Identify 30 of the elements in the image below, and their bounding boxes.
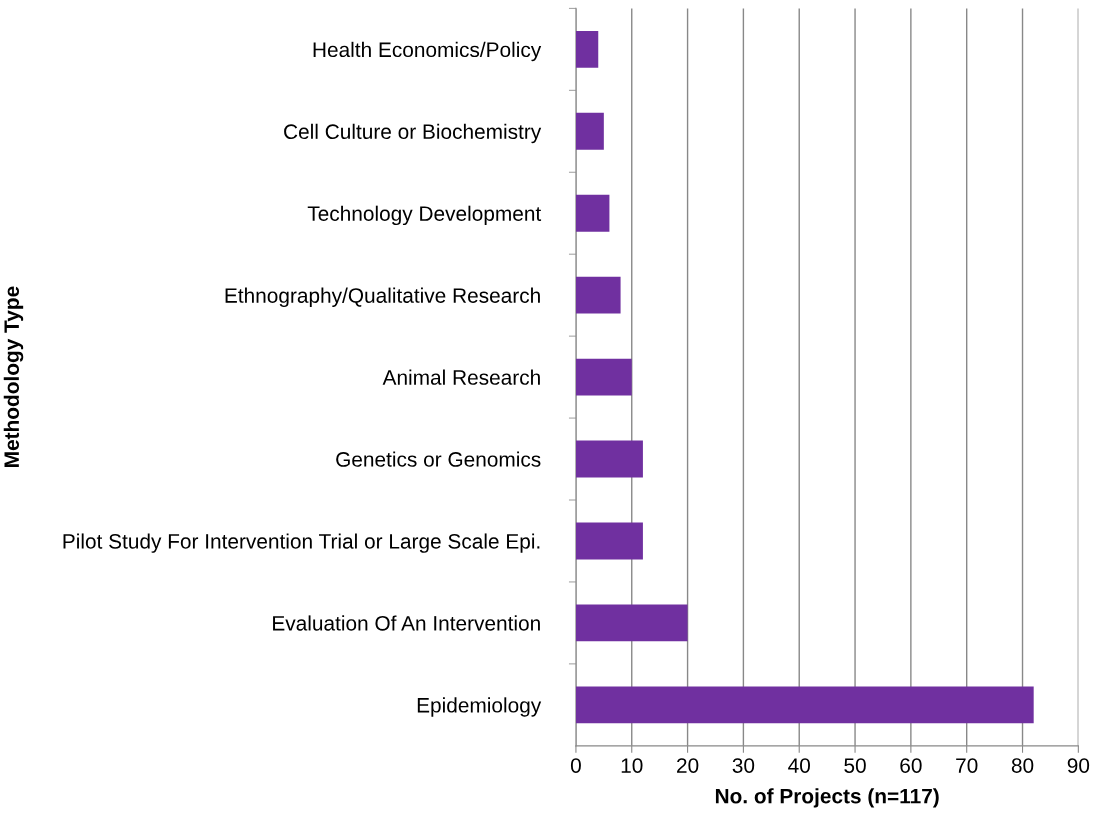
y-tick-label: Cell Culture or Biochemistry xyxy=(284,123,542,144)
x-tick-label: 50 xyxy=(844,758,866,773)
bar xyxy=(575,604,688,642)
x-axis-title: No. of Projects (n=117) xyxy=(715,788,939,808)
y-tick-label: Genetics or Genomics xyxy=(336,451,541,467)
y-tick-label: Technology Development xyxy=(307,205,542,226)
y-axis-title: Methodology Type xyxy=(3,286,24,467)
bar xyxy=(575,440,643,478)
bar xyxy=(575,358,632,396)
x-tick-label: 80 xyxy=(1011,758,1034,773)
y-tick-label: Pilot Study For Intervention Trial or Large Scale Epi. xyxy=(63,533,540,553)
y-tick-label: Epidemiology xyxy=(417,697,542,717)
bar xyxy=(575,194,610,232)
x-tick-label: 70 xyxy=(956,758,978,773)
y-tick-label: Animal Research xyxy=(382,369,540,385)
y-tick-label: Evaluation Of An Intervention xyxy=(273,615,540,631)
y-tick-label: Ethnography/Qualitative Research xyxy=(225,287,540,308)
x-tick-label: 60 xyxy=(900,758,922,773)
bar xyxy=(575,686,1034,724)
x-tick-label: 30 xyxy=(732,758,755,773)
y-tick-label: Health Economics/Policy xyxy=(313,41,542,62)
bar xyxy=(575,276,621,314)
bar xyxy=(575,522,643,560)
bar xyxy=(575,30,599,68)
x-tick-label: 90 xyxy=(1067,758,1090,773)
x-tick-label: 0 xyxy=(570,758,581,773)
x-tick-label: 20 xyxy=(677,758,699,773)
x-tick-label: 40 xyxy=(788,758,810,773)
x-tick-label: 10 xyxy=(621,758,643,773)
bar xyxy=(575,112,604,150)
